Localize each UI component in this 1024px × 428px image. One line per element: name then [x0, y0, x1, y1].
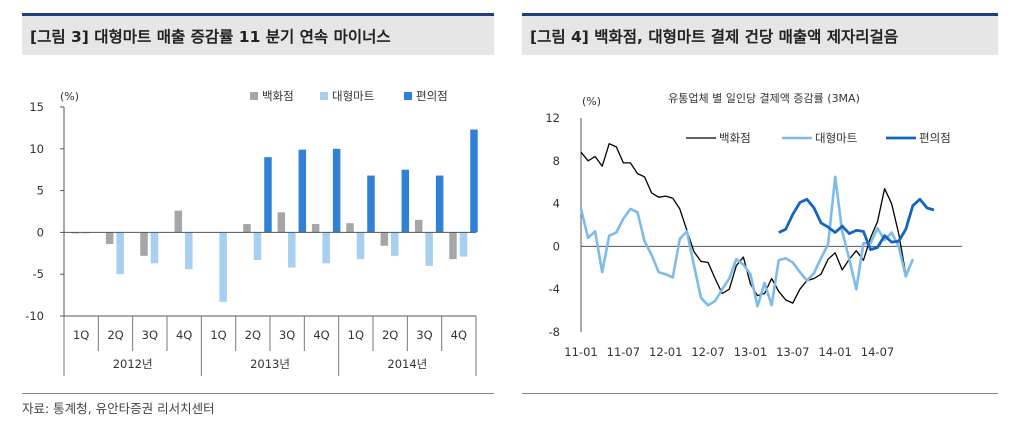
- line-legend-label: 대형마트: [815, 131, 857, 145]
- line-y-tick-label: 4: [553, 197, 560, 211]
- line-x-tick-label: 14-07: [861, 345, 894, 359]
- bar-2: [219, 232, 227, 302]
- line-y-tick-label: -4: [549, 282, 560, 296]
- bar-x-tick-label: 2Q: [107, 328, 123, 342]
- line-x-tick-label: 12-01: [649, 345, 682, 359]
- bar-legend-label: 대형마트: [332, 89, 374, 103]
- bar-x-tick-label: 2Q: [245, 328, 261, 342]
- bar-1: [449, 232, 457, 260]
- bar-2: [459, 232, 468, 257]
- bar-y-tick-label: 5: [37, 184, 44, 198]
- bar-2: [391, 232, 399, 256]
- bar-x-tick-label: 2Q: [382, 328, 398, 342]
- line-chart-title: 유통업체 별 일인당 결제액 증감률 (3MA): [668, 91, 860, 105]
- bar-1: [174, 210, 183, 233]
- bar-y-tick-label: 0: [37, 225, 44, 239]
- bar-2: [356, 232, 365, 260]
- right-title-rule: [522, 13, 998, 16]
- bar-x-tick-label: 1Q: [73, 328, 89, 342]
- line-x-tick-label: 12-07: [691, 345, 724, 359]
- right-bottom-rule: [522, 393, 998, 394]
- bar-3: [470, 129, 478, 233]
- bar-1: [346, 223, 354, 233]
- bar-3: [401, 169, 410, 233]
- line-x-tick-label: 11-07: [607, 345, 640, 359]
- line-x-tick-label: 13-07: [776, 345, 809, 359]
- bar-legend-swatch: [250, 92, 258, 100]
- bar-1: [414, 219, 423, 233]
- bar-group-label: 2012년: [113, 357, 153, 371]
- bar-group-label: 2013년: [250, 357, 290, 371]
- bar-2: [150, 232, 159, 264]
- bar-1: [243, 224, 251, 233]
- bar-3: [298, 149, 307, 233]
- bar-1: [105, 232, 114, 245]
- bar-legend-label: 편의점: [416, 89, 448, 103]
- bar-y-unit: (%): [60, 90, 79, 103]
- bar-1: [140, 232, 148, 256]
- line-y-tick-label: 12: [545, 111, 560, 125]
- line-legend-label: 편의점: [919, 131, 951, 145]
- line-x-tick-label: 11-01: [564, 345, 597, 359]
- bar-x-tick-label: 3Q: [416, 328, 432, 342]
- bar-3: [435, 175, 444, 233]
- bar-y-tick-label: -10: [25, 309, 44, 323]
- bar-legend-swatch: [404, 92, 412, 100]
- line-x-tick-label: 14-01: [818, 345, 851, 359]
- line-y-tick-label: 0: [553, 239, 560, 253]
- source-note: 자료: 통계청, 유안타증권 리서치센터: [22, 401, 215, 416]
- bar-3: [332, 148, 341, 233]
- line-series-3: [778, 197, 935, 251]
- bar-y-tick-label: 10: [29, 142, 44, 156]
- bar-legend-swatch: [320, 92, 328, 100]
- bar-2: [253, 232, 262, 260]
- line-series-2: [579, 175, 915, 308]
- bar-3: [367, 175, 375, 233]
- bar-2: [425, 232, 433, 266]
- bar-x-tick-label: 4Q: [451, 328, 467, 342]
- line-y-tick-label: 8: [553, 154, 560, 168]
- line-x-tick-label: 13-01: [734, 345, 767, 359]
- bar-legend-label: 백화점: [262, 89, 294, 103]
- right-chart-title: [그림 4] 백화점, 대형마트 결제 건당 매출액 제자리걸음: [530, 28, 899, 46]
- line-legend-label: 백화점: [719, 131, 751, 145]
- bar-2: [288, 232, 296, 268]
- bar-x-tick-label: 3Q: [279, 328, 295, 342]
- bar-x-tick-label: 4Q: [176, 328, 192, 342]
- bar-x-tick-label: 3Q: [142, 328, 158, 342]
- left-title-bar: [그림 3] 대형마트 매출 증감률 11 분기 연속 마이너스: [22, 16, 494, 55]
- bar-x-tick-label: 4Q: [313, 328, 329, 342]
- bar-1: [71, 232, 80, 234]
- bar-1: [380, 232, 389, 246]
- left-title-rule: [22, 13, 494, 16]
- line-series-1: [580, 143, 914, 304]
- right-title-bar: [그림 4] 백화점, 대형마트 결제 건당 매출액 제자리걸음: [522, 16, 998, 55]
- bar-2: [116, 232, 124, 275]
- bar-x-tick-label: 1Q: [348, 328, 364, 342]
- left-bottom-rule: [22, 393, 494, 394]
- bar-group-label: 2014년: [387, 357, 427, 371]
- bar-2: [82, 232, 90, 234]
- bar-3: [264, 157, 272, 233]
- bar-1: [277, 212, 286, 233]
- left-chart-title: [그림 3] 대형마트 매출 증감률 11 분기 연속 마이너스: [30, 28, 391, 46]
- bar-y-tick-label: 15: [29, 100, 44, 114]
- bar-2: [322, 232, 330, 264]
- bar-1: [311, 224, 320, 233]
- line-y-unit: (%): [582, 95, 601, 108]
- bar-x-tick-label: 1Q: [210, 328, 226, 342]
- bar-y-tick-label: -5: [33, 267, 44, 281]
- line-y-tick-label: -8: [549, 325, 560, 339]
- bar-2: [185, 232, 193, 270]
